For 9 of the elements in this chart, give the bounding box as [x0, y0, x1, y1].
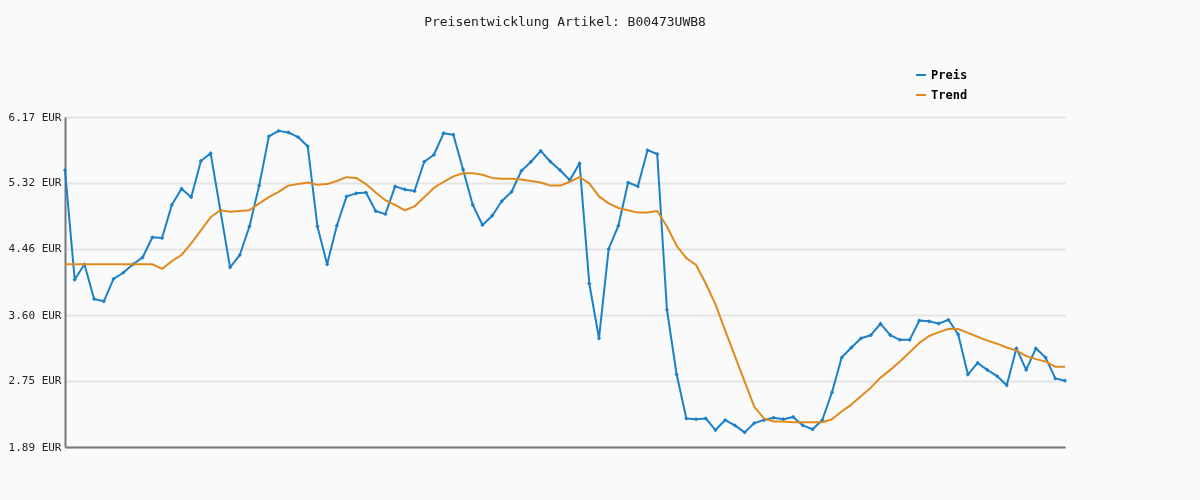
legend-label: Trend [931, 88, 968, 102]
y-tick-label: 5.32 EUR [8, 176, 62, 190]
legend-label: Preis [931, 68, 968, 82]
y-tick-label: 1.89 EUR [8, 440, 62, 454]
y-tick-label: 6.17 EUR [8, 110, 62, 124]
y-tick-label: 2.75 EUR [8, 374, 62, 388]
chart-title: Preisentwicklung Artikel: B00473UWB8 [424, 14, 706, 29]
y-tick-label: 3.60 EUR [8, 308, 62, 322]
y-tick-label: 4.46 EUR [8, 242, 62, 256]
